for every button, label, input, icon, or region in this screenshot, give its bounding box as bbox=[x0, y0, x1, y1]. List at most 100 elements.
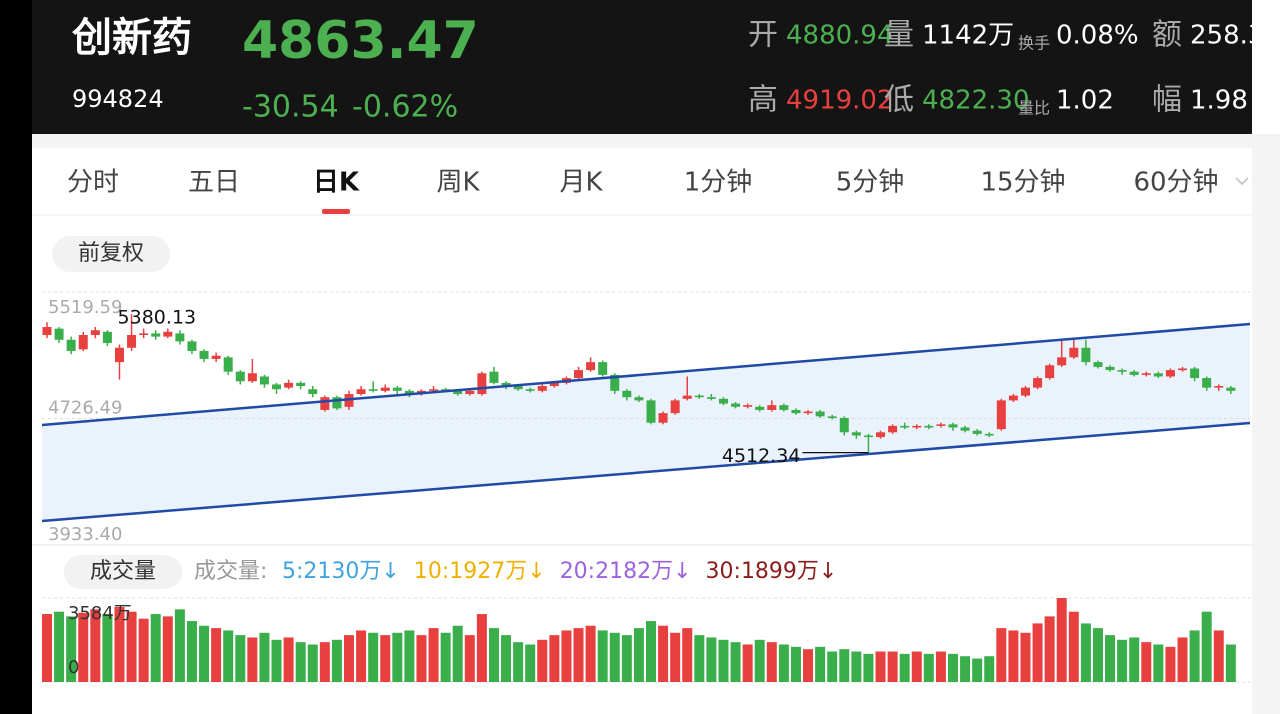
stat-label: 换手 bbox=[1018, 34, 1050, 53]
candle-body bbox=[1045, 365, 1055, 379]
tab-indicator bbox=[322, 209, 350, 214]
candle-body bbox=[489, 371, 499, 383]
candle-body bbox=[598, 362, 608, 375]
candle-body bbox=[827, 416, 837, 418]
volume-bar bbox=[440, 632, 451, 682]
candle-body bbox=[658, 413, 668, 423]
volume-bar bbox=[1080, 623, 1091, 682]
tab[interactable]: 日K bbox=[313, 168, 360, 198]
volume-bar bbox=[948, 653, 958, 682]
volume-bar bbox=[1092, 628, 1103, 682]
volume-bar bbox=[90, 609, 101, 682]
volume-bar bbox=[670, 632, 681, 682]
change-pct: -0.62% bbox=[352, 90, 458, 125]
candle-body bbox=[356, 389, 366, 395]
volume-bar bbox=[1189, 630, 1200, 682]
volume-button[interactable] bbox=[64, 555, 182, 589]
candle-body bbox=[501, 382, 511, 387]
candle-body bbox=[876, 432, 886, 438]
candle-body bbox=[718, 398, 728, 404]
stat-label: 开 bbox=[748, 18, 778, 53]
volume-bar bbox=[646, 621, 656, 682]
right-edge bbox=[1252, 134, 1280, 714]
candle-body bbox=[66, 339, 76, 351]
volume-bar bbox=[1105, 635, 1116, 682]
candle-body bbox=[296, 382, 306, 387]
volume-bar bbox=[549, 635, 560, 682]
candle-body bbox=[102, 331, 112, 343]
candle-body bbox=[912, 425, 922, 428]
volume-bar bbox=[1117, 639, 1128, 682]
volume-chart: 5:2130万↓ 10:1927万↓ 20:2182万↓ 30:1899万↓ 0 3584… bbox=[42, 559, 1250, 683]
volume-bar bbox=[790, 646, 801, 682]
tab[interactable]: 五日 bbox=[188, 168, 240, 198]
volume-bar bbox=[585, 625, 596, 682]
stat-label: 额 bbox=[1152, 18, 1182, 53]
tab[interactable]: 5分钟 bbox=[836, 168, 905, 198]
volume-bar bbox=[682, 628, 693, 682]
candle-body bbox=[791, 409, 801, 414]
y-tick-label: 3584万 bbox=[68, 603, 132, 624]
stat-value: 258.3 bbox=[1190, 21, 1264, 51]
tab[interactable]: 月K bbox=[559, 168, 603, 198]
tab[interactable]: 60分钟 bbox=[1133, 168, 1218, 198]
candle-body bbox=[151, 333, 161, 337]
candle-body bbox=[743, 405, 753, 407]
candle-body bbox=[1214, 386, 1224, 388]
volume-bar bbox=[875, 651, 886, 682]
candle-body bbox=[1202, 378, 1212, 388]
volume-bar bbox=[114, 607, 125, 682]
volume-bar bbox=[887, 651, 898, 682]
candle-body bbox=[127, 335, 137, 348]
candle-body bbox=[90, 330, 100, 336]
ma-label: 5:2130万↓ bbox=[282, 559, 400, 584]
candle-body bbox=[803, 411, 813, 414]
volume-bar bbox=[501, 635, 512, 682]
y-tick-label: 0 bbox=[68, 657, 79, 678]
stat-value: 4919.02 bbox=[786, 86, 894, 116]
volume-bar bbox=[597, 630, 608, 682]
candle-body bbox=[380, 387, 390, 391]
volume-bar bbox=[694, 635, 705, 682]
tab[interactable]: 分时 bbox=[67, 168, 119, 198]
volume-bar bbox=[452, 625, 463, 682]
volume-bar bbox=[766, 642, 777, 682]
gap bbox=[32, 134, 1252, 148]
candle-body bbox=[900, 425, 910, 428]
candle-body bbox=[187, 341, 197, 351]
tab[interactable]: 15分钟 bbox=[980, 168, 1065, 198]
volume-bar bbox=[996, 628, 1007, 682]
volume-bar bbox=[1177, 637, 1188, 682]
candle-body bbox=[235, 371, 245, 382]
candle-body bbox=[670, 400, 680, 414]
candle-body bbox=[211, 355, 221, 359]
stat-value: 0.08% bbox=[1056, 21, 1139, 51]
high-annotation: 5380.13 bbox=[118, 307, 197, 329]
candle-body bbox=[465, 390, 475, 395]
candle-body bbox=[537, 386, 547, 391]
candle-body bbox=[694, 395, 704, 398]
tab[interactable]: 1分钟 bbox=[684, 168, 753, 198]
volume-bar bbox=[307, 644, 318, 682]
candle-body bbox=[706, 397, 716, 399]
stat-value: 4880.94 bbox=[786, 21, 894, 51]
volume-bar bbox=[706, 637, 717, 682]
tab[interactable]: 周K bbox=[436, 168, 480, 198]
low-annotation: 4512.34 bbox=[722, 445, 801, 467]
candle-body bbox=[54, 328, 64, 340]
volume-bar bbox=[718, 639, 729, 682]
candle-body bbox=[429, 389, 439, 391]
volume-bar bbox=[621, 635, 632, 682]
candle-body bbox=[755, 406, 765, 410]
volume-bar bbox=[1044, 616, 1055, 682]
candle-body bbox=[259, 376, 269, 385]
candle-body bbox=[272, 384, 282, 390]
candle-body bbox=[1226, 387, 1236, 391]
adjust-button[interactable] bbox=[52, 236, 170, 272]
candle-body bbox=[139, 333, 149, 336]
volume-bar bbox=[984, 656, 995, 682]
volume-bar bbox=[561, 630, 572, 682]
volume-bar bbox=[271, 639, 282, 682]
volume-bar bbox=[972, 658, 983, 682]
